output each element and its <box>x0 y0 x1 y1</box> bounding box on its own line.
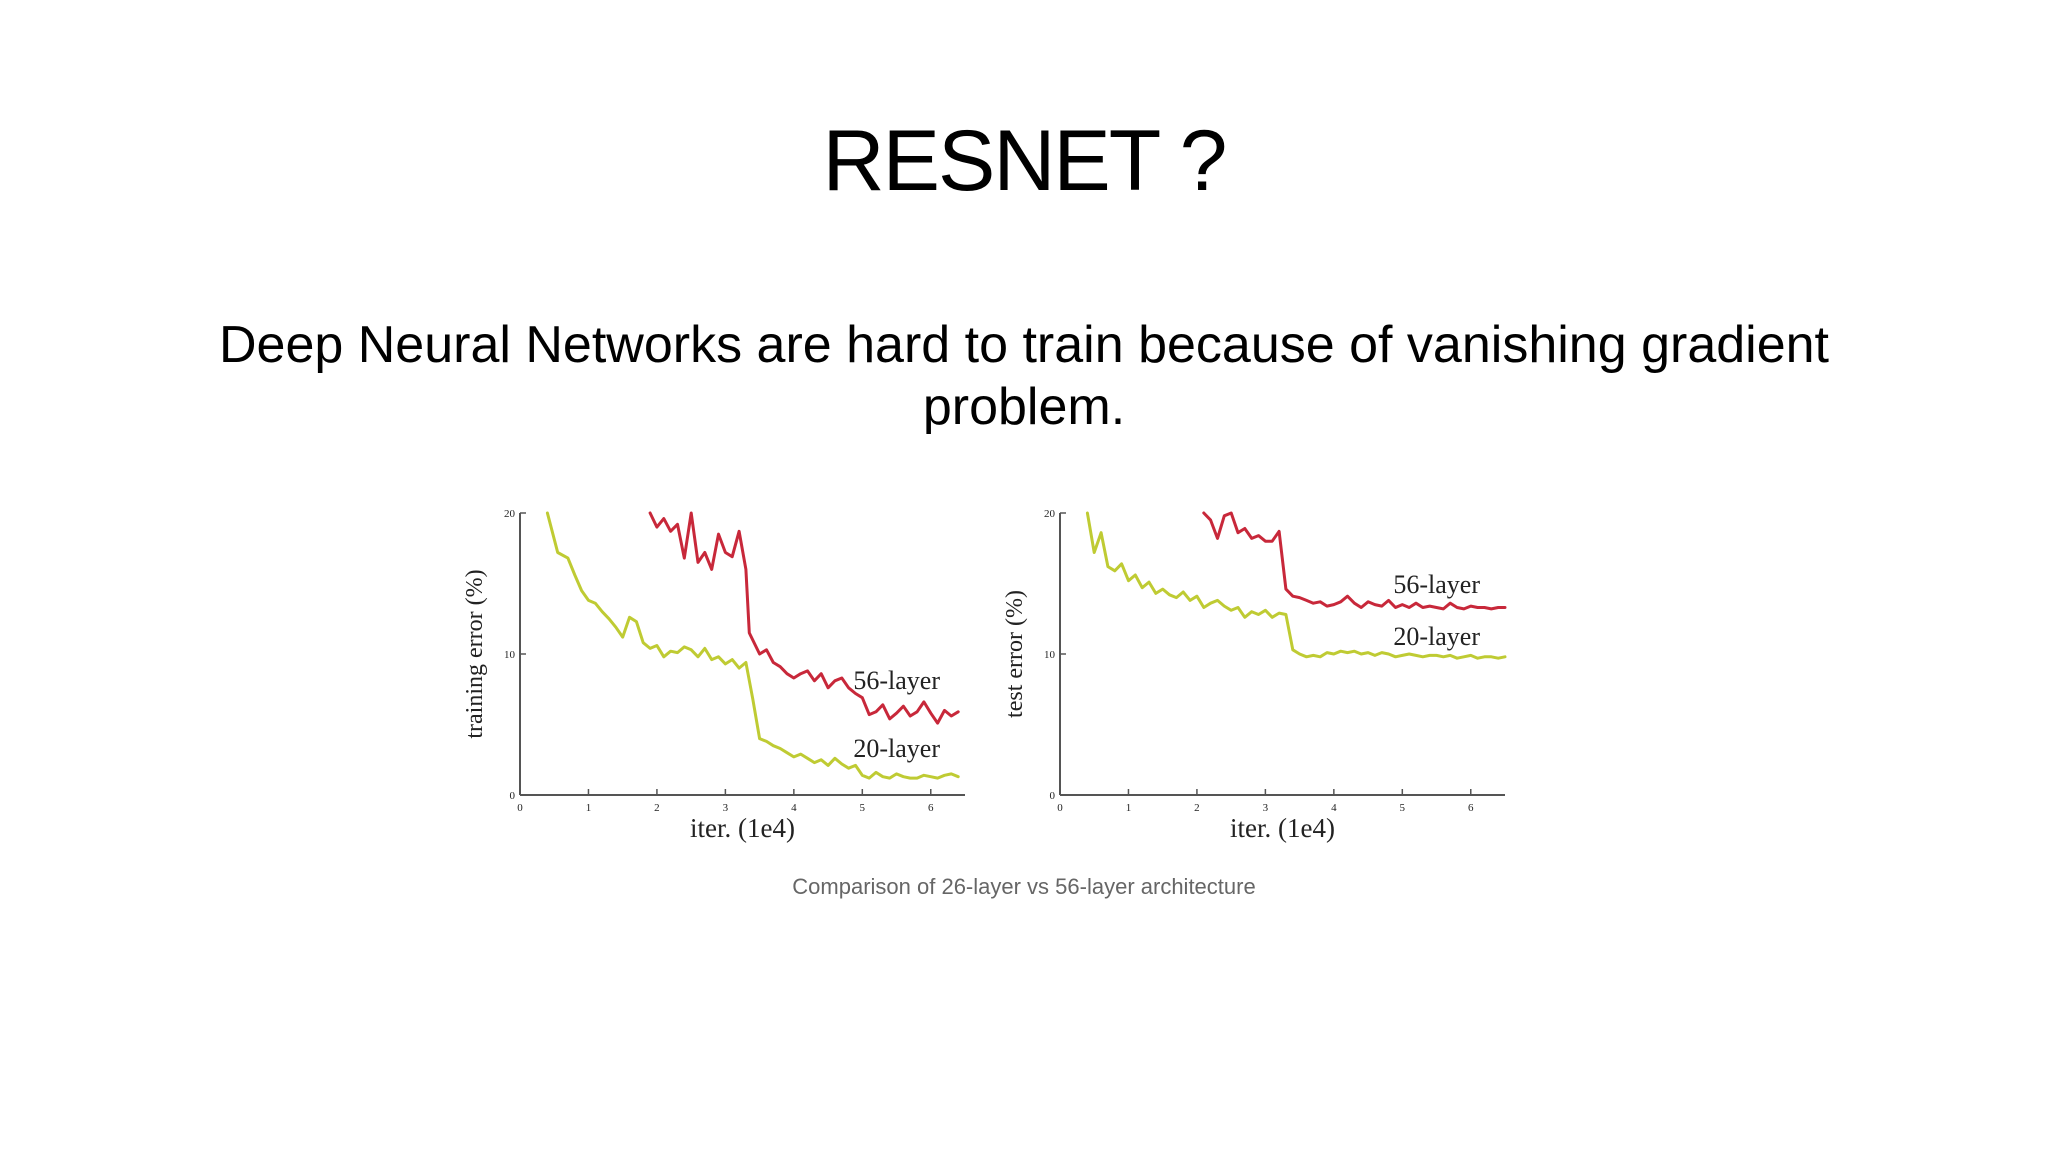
x-tick-label: 3 <box>1263 802 1269 814</box>
x-tick-label: 0 <box>517 802 523 814</box>
series-line-20-layer <box>1085 511 1507 660</box>
x-tick-label: 6 <box>1468 802 1474 814</box>
y-axis-label: test error (%) <box>1002 590 1028 718</box>
y-tick-label: 0 <box>510 790 516 802</box>
training-error-chart: 0 1 2 3 4 5 6 0 10 20 iter. (1e4) training error (%… <box>462 508 965 843</box>
x-tick-label: 1 <box>1126 802 1132 814</box>
y-tick-label: 20 <box>1044 508 1056 520</box>
y-tick-label: 10 <box>504 649 516 661</box>
x-tick-label: 6 <box>928 802 934 814</box>
x-axis-label: iter. (1e4) <box>690 813 795 843</box>
x-tick-label: 4 <box>791 802 797 814</box>
x-tick-label: 1 <box>586 802 592 814</box>
x-tick-label: 2 <box>654 802 660 814</box>
slide-title: RESNET ? <box>822 113 1228 209</box>
y-tick-label: 10 <box>1044 649 1056 661</box>
y-tick-label: 20 <box>504 508 516 520</box>
x-tick-label: 0 <box>1057 802 1063 814</box>
series-label-56-layer: 56-layer <box>1393 570 1480 599</box>
figure-caption: Comparison of 26-layer vs 56-layer archi… <box>792 874 1256 899</box>
x-tick-label: 5 <box>860 802 866 814</box>
series-label-20-layer: 20-layer <box>1393 622 1480 651</box>
series-line-20-layer <box>545 511 960 780</box>
series-line-56-layer <box>1202 511 1507 611</box>
x-tick-label: 4 <box>1331 802 1337 814</box>
series-label-20-layer: 20-layer <box>853 734 940 763</box>
slide-body-text: Deep Neural Networks are hard to train b… <box>218 316 1830 434</box>
x-tick-label: 5 <box>1400 802 1406 814</box>
y-axis-label: training error (%) <box>462 569 488 738</box>
series-label-56-layer: 56-layer <box>853 666 940 695</box>
x-tick-label: 2 <box>1194 802 1200 814</box>
test-error-chart: 0 1 2 3 4 5 6 0 10 20 iter. (1e4) test error (%) 56-… <box>1002 508 1507 843</box>
x-tick-label: 3 <box>723 802 729 814</box>
y-tick-label: 0 <box>1050 790 1056 802</box>
x-axis-label: iter. (1e4) <box>1230 813 1335 843</box>
series-line-56-layer <box>648 511 960 725</box>
